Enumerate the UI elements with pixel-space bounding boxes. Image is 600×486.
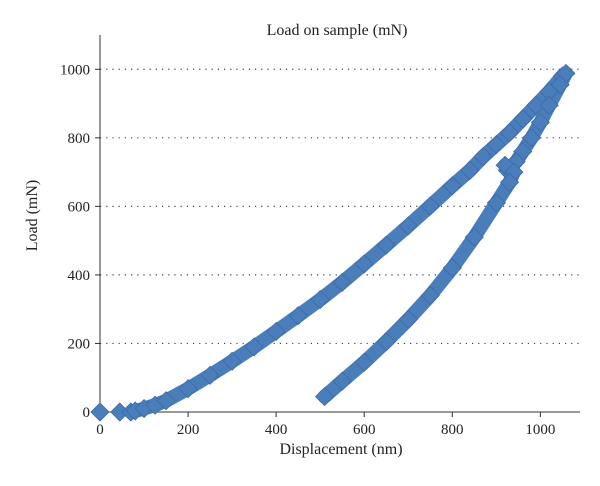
data-point: [473, 147, 493, 167]
x-axis-title: Displacement (nm): [279, 441, 402, 458]
data-point: [442, 176, 462, 196]
grid-lines: [100, 68, 580, 345]
data-point: [464, 227, 484, 247]
data-point: [222, 351, 242, 371]
data-point: [156, 391, 176, 411]
data-point: [332, 371, 352, 391]
series-plot: [90, 63, 576, 422]
x-tick-label: 800: [441, 422, 464, 438]
data-point: [499, 123, 520, 143]
chart-title: Load on sample (mN): [267, 22, 408, 39]
y-tick-label: 800: [68, 131, 91, 147]
data-point: [539, 95, 559, 115]
data-point: [332, 272, 352, 293]
data-point: [460, 160, 480, 180]
data-point: [354, 254, 374, 274]
data-point: [495, 155, 515, 175]
data-point: [513, 109, 533, 129]
y-tick-labels: 0 200 400 600 800 1000: [60, 62, 100, 421]
x-tick-labels: 0 200 400 600 800 1000: [96, 412, 555, 438]
y-tick-label: 200: [68, 336, 91, 352]
data-point: [521, 128, 542, 148]
data-point: [376, 332, 396, 352]
data-point: [266, 321, 286, 342]
axes: [99, 35, 580, 413]
data-point: [310, 290, 330, 310]
x-tick-label: 0: [96, 422, 104, 438]
data-point: [90, 402, 110, 422]
data-point: [499, 172, 520, 192]
data-point: [244, 337, 264, 357]
y-tick-label: 400: [68, 268, 91, 284]
data-point: [526, 95, 546, 115]
x-tick-label: 400: [265, 422, 288, 438]
data-point: [486, 135, 506, 155]
data-point: [486, 193, 506, 213]
y-tick-label: 600: [68, 199, 91, 215]
data-point: [550, 75, 570, 95]
y-tick-label: 1000: [60, 62, 90, 78]
data-point: [398, 216, 418, 236]
data-point: [376, 235, 396, 255]
data-point: [420, 196, 440, 216]
y-tick-label: 0: [83, 405, 91, 421]
data-point: [288, 306, 308, 326]
data-point: [442, 258, 462, 278]
data-point: [178, 379, 198, 399]
y-axis-title: Load (mN): [24, 180, 41, 252]
x-tick-label: 600: [353, 422, 376, 438]
data-point: [200, 365, 220, 385]
x-tick-label: 200: [177, 422, 200, 438]
series-band: [123, 66, 573, 419]
data-point: [420, 285, 440, 306]
data-point: [315, 387, 335, 407]
x-tick-label: 1000: [525, 422, 555, 438]
data-point: [530, 112, 550, 132]
data-point: [398, 309, 418, 330]
data-point: [354, 352, 374, 372]
